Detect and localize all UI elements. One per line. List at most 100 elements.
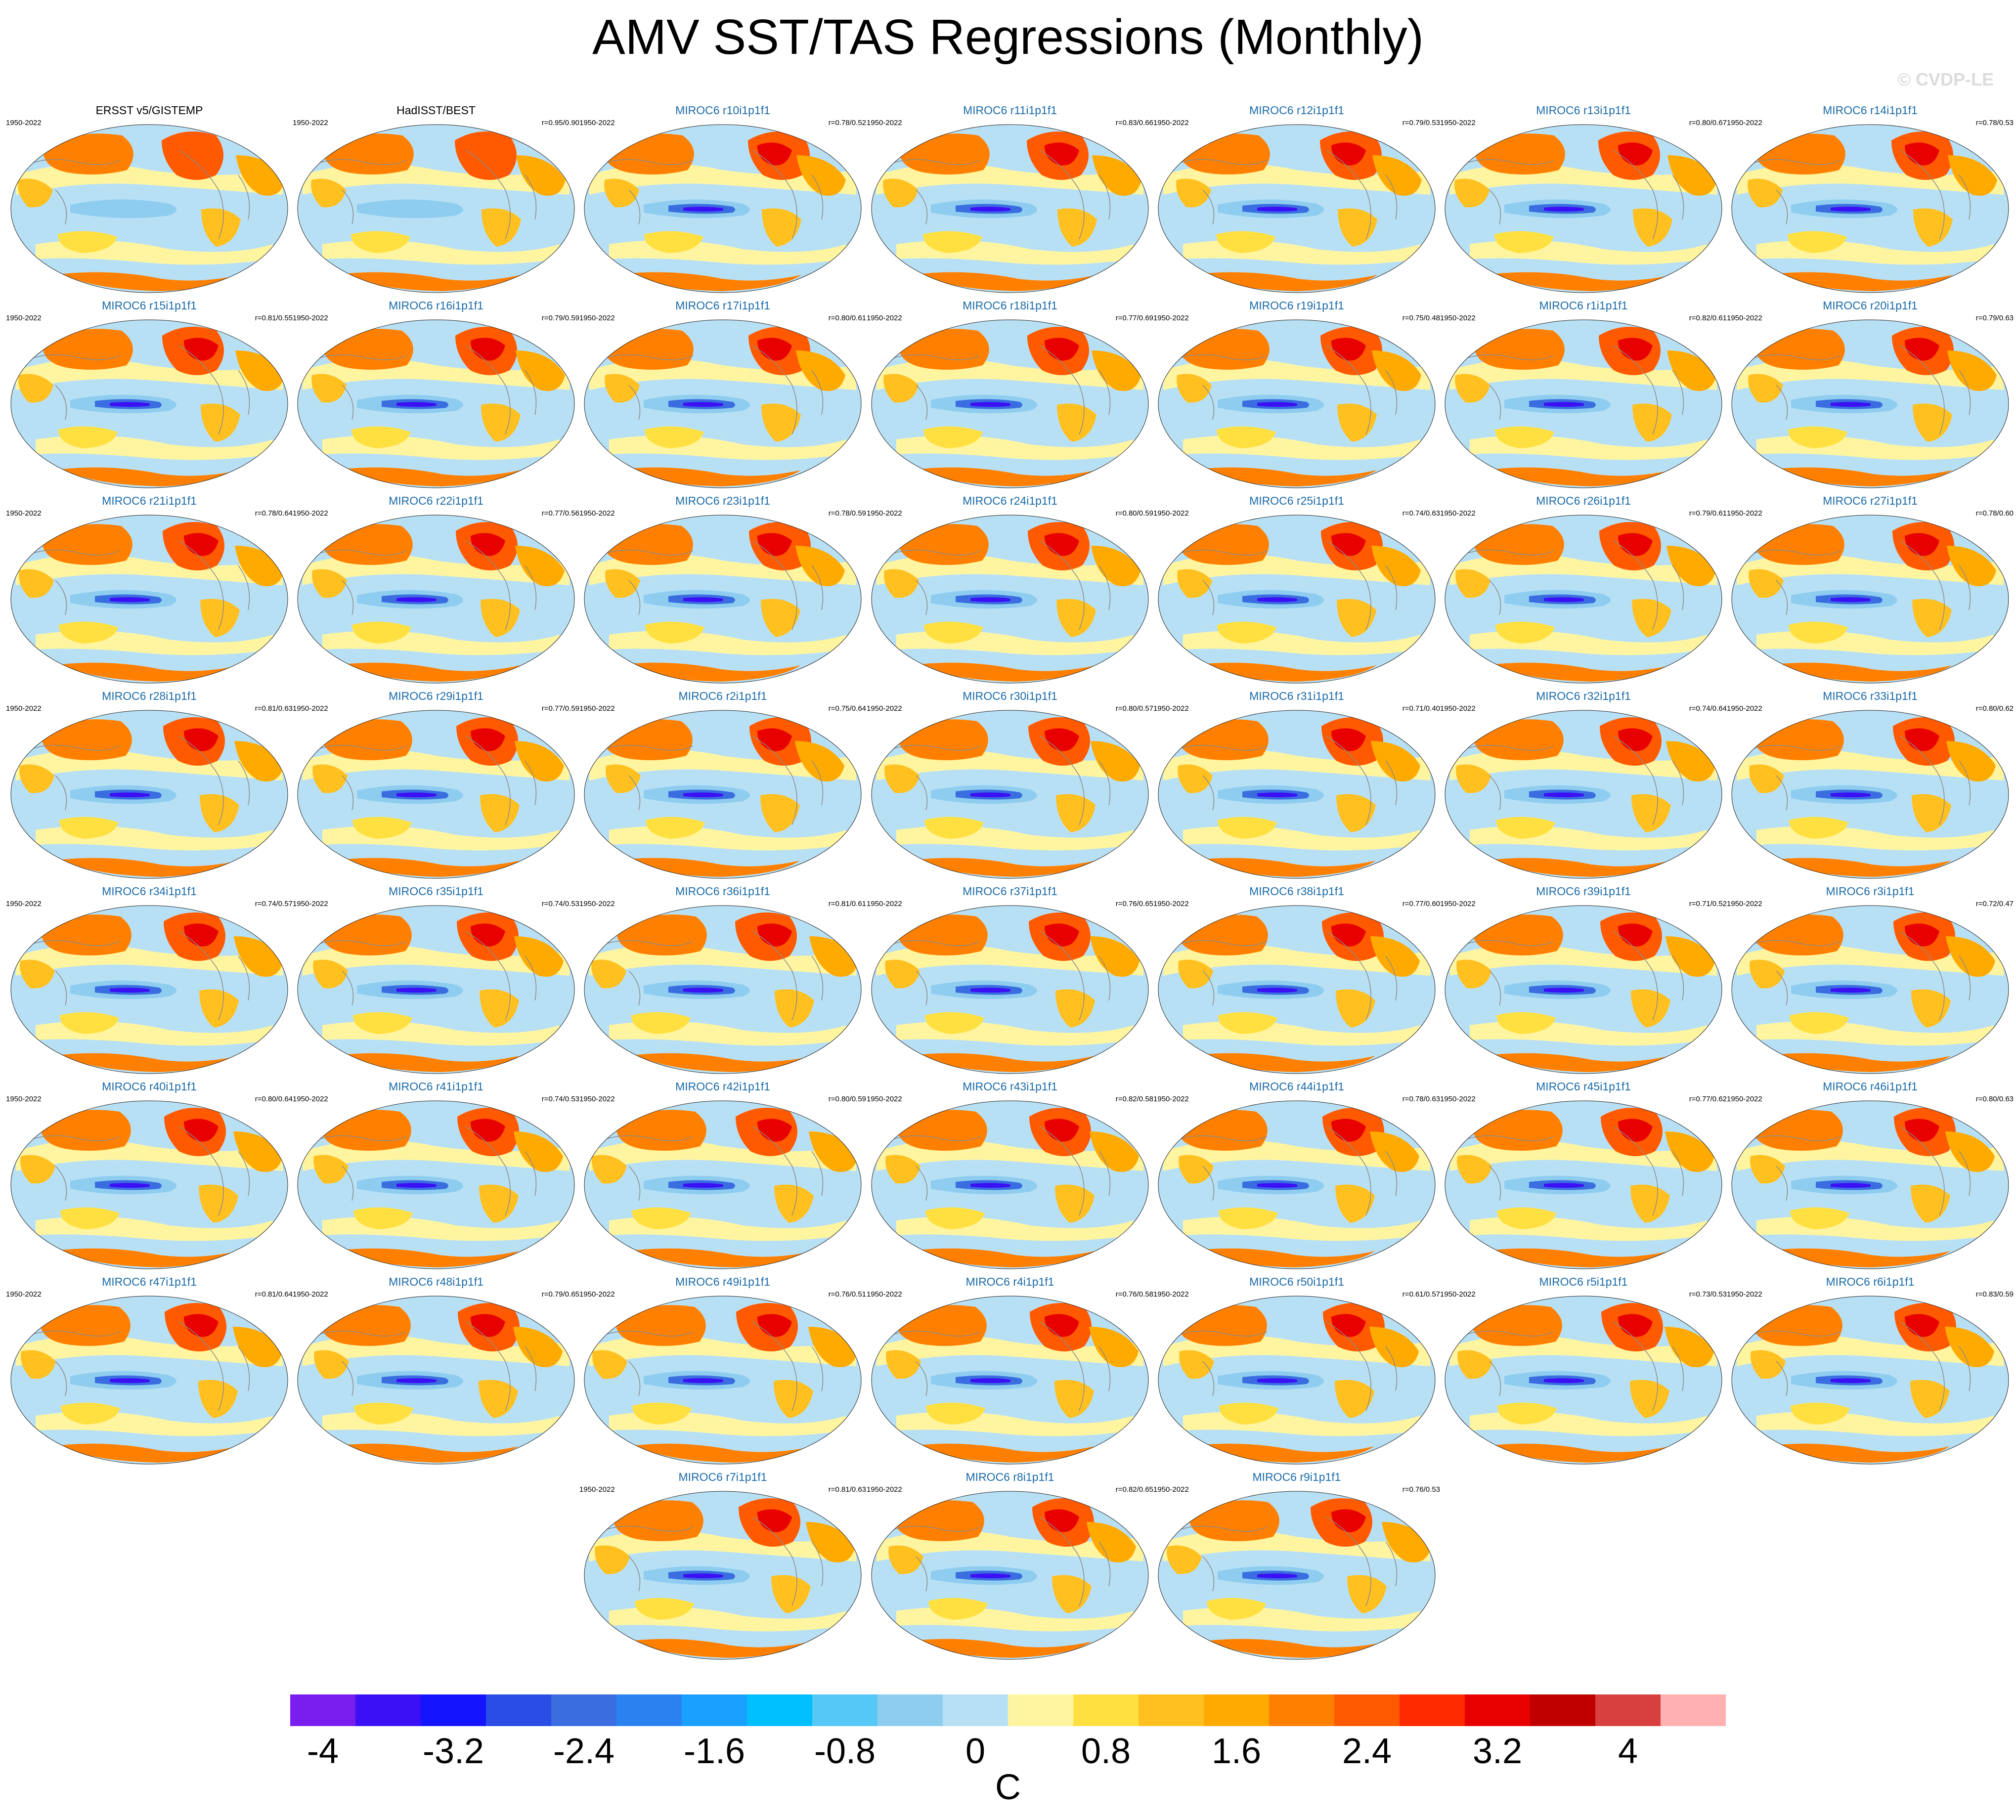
page-title: AMV SST/TAS Regressions (Monthly) (592, 9, 1424, 65)
warm-anomaly-region (515, 741, 564, 781)
robinson-map (1158, 1296, 1436, 1465)
map-panel: MIROC6 r28i1p1f1 1950-2022 r=0.81/0.63 (6, 690, 293, 882)
robinson-map (1158, 710, 1436, 879)
warm-anomaly-region (898, 524, 989, 565)
warm-anomaly-region (1493, 662, 1671, 682)
yellow-anomaly-band (303, 1335, 570, 1436)
yellow-anomaly-band (303, 749, 570, 851)
warm-anomaly-region (343, 272, 521, 291)
cold-tongue-anomaly (970, 1183, 1010, 1188)
map-outline (1158, 515, 1436, 684)
warm-anomaly-region (60, 1207, 120, 1229)
warm-anomaly-region (1092, 155, 1141, 196)
warm-anomaly-region (481, 403, 521, 442)
panel-correlation: r=0.79/0.59 (541, 314, 579, 322)
yellow-anomaly-band (1450, 749, 1717, 851)
map-panel: MIROC6 r15i1p1f1 1950-2022 r=0.81/0.55 (6, 299, 293, 492)
warm-anomaly-region (1493, 858, 1671, 877)
warm-anomaly-region (341, 1053, 519, 1072)
warm-anomaly-region (199, 1184, 238, 1223)
coastline (312, 931, 537, 1021)
yellow-anomaly-band (877, 554, 1143, 655)
robinson-map (297, 905, 575, 1074)
panel-title: MIROC6 r11i1p1f1 (963, 104, 1057, 117)
yellow-anomaly-band (877, 1335, 1143, 1436)
map-panel: MIROC6 r44i1p1f1 1950-2022 r=0.78/0.63 (1153, 1080, 1440, 1273)
cold-tongue-anomaly (396, 792, 437, 797)
map-panel: MIROC6 r12i1p1f1 1950-2022 r=0.79/0.53 (1153, 104, 1440, 297)
panel-period: 1950-2022 (579, 1290, 615, 1299)
coastline (599, 931, 824, 1021)
warm-anomaly-region (198, 1380, 238, 1418)
warm-anomaly-region (1091, 741, 1140, 781)
robinson-map (1158, 1100, 1436, 1269)
panel-period: 1950-2022 (1727, 900, 1762, 908)
warm-anomaly-region (885, 959, 920, 989)
yellow-anomaly-band (589, 1530, 856, 1632)
warm-anomaly-region (1209, 1639, 1387, 1658)
cold-tongue-anomaly (110, 988, 150, 993)
map-panel: MIROC6 r47i1p1f1 1950-2022 r=0.81/0.64 (6, 1275, 293, 1468)
panel-title: MIROC6 r31i1p1f1 (1249, 690, 1344, 702)
coastline (1746, 736, 1971, 825)
map-outline (297, 1296, 575, 1465)
panel-correlation: r=0.79/0.53 (1402, 119, 1440, 127)
map-panel: MIROC6 r35i1p1f1 1950-2022 r=0.74/0.53 (293, 885, 579, 1078)
coastline (599, 1126, 824, 1216)
robinson-map (584, 1296, 862, 1465)
warm-anomaly-region (43, 133, 133, 174)
warm-anomaly-region (1495, 426, 1554, 448)
panel-correlation: r=0.80/0.62 (1975, 704, 2014, 713)
panel-title: MIROC6 r1i1p1f1 (1539, 299, 1628, 312)
panel-title: MIROC6 r10i1p1f1 (675, 104, 770, 117)
robinson-map (584, 515, 862, 684)
map-outline (297, 905, 575, 1074)
panel-period: 1950-2022 (1153, 1485, 1189, 1494)
panel-title: MIROC6 r8i1p1f1 (965, 1471, 1054, 1483)
panel-title: MIROC6 r49i1p1f1 (675, 1275, 770, 1288)
panel-period: 1950-2022 (579, 314, 615, 322)
panel-correlation: r=0.83/0.66 (1115, 119, 1153, 127)
warm-anomaly-region (592, 1155, 627, 1184)
warm-anomaly-region (1632, 403, 1672, 442)
warm-anomaly-region (1371, 741, 1420, 781)
warm-anomaly-region (19, 569, 54, 598)
map-outline (297, 1100, 575, 1269)
panel-period: 1950-2022 (1727, 314, 1762, 322)
coastline (1746, 345, 1971, 435)
warm-anomaly-region (1750, 959, 1785, 989)
warm-anomaly-region (1748, 178, 1783, 208)
warm-anomaly-region (796, 155, 846, 196)
cold-tongue-anomaly (683, 1573, 723, 1578)
cold-tongue-anomaly (70, 199, 176, 218)
warm-anomaly-region (605, 374, 640, 403)
warm-anomaly-region (1091, 546, 1140, 586)
map-outline (1158, 319, 1436, 488)
warm-anomaly-region (353, 1207, 413, 1229)
map-panel: MIROC6 r13i1p1f1 1950-2022 r=0.80/0.67 (1440, 104, 1727, 297)
panel-period: 1950-2022 (6, 509, 42, 518)
map-outline (1445, 124, 1722, 293)
panel-period: 1950-2022 (293, 704, 328, 713)
map-outline (1731, 124, 2009, 293)
cold-tongue-anomaly (396, 988, 437, 993)
cold-tongue-anomaly (1544, 1183, 1584, 1188)
warm-anomaly-region (1335, 1380, 1374, 1418)
warm-anomaly-region (1055, 989, 1095, 1028)
panel-correlation: r=0.81/0.55 (255, 314, 293, 322)
map-panel: MIROC6 r34i1p1f1 1950-2022 r=0.74/0.57 (6, 885, 293, 1078)
map-panel: MIROC6 r17i1p1f1 1950-2022 r=0.80/0.61 (579, 299, 866, 492)
robinson-map (10, 319, 288, 488)
warm-anomaly-region (1057, 403, 1096, 442)
coastline (1459, 736, 1684, 825)
warm-anomaly-region (886, 1350, 921, 1379)
colorbar-swatch (1204, 1694, 1269, 1726)
map-outline (297, 515, 575, 684)
warm-anomaly-region (1751, 1350, 1786, 1379)
cold-tongue-anomaly (110, 792, 150, 797)
yellow-anomaly-band (1163, 554, 1430, 655)
panel-period: 1950-2022 (579, 704, 615, 713)
robinson-map (584, 905, 862, 1074)
warm-anomaly-region (513, 1327, 563, 1367)
warm-anomaly-region (201, 208, 241, 247)
